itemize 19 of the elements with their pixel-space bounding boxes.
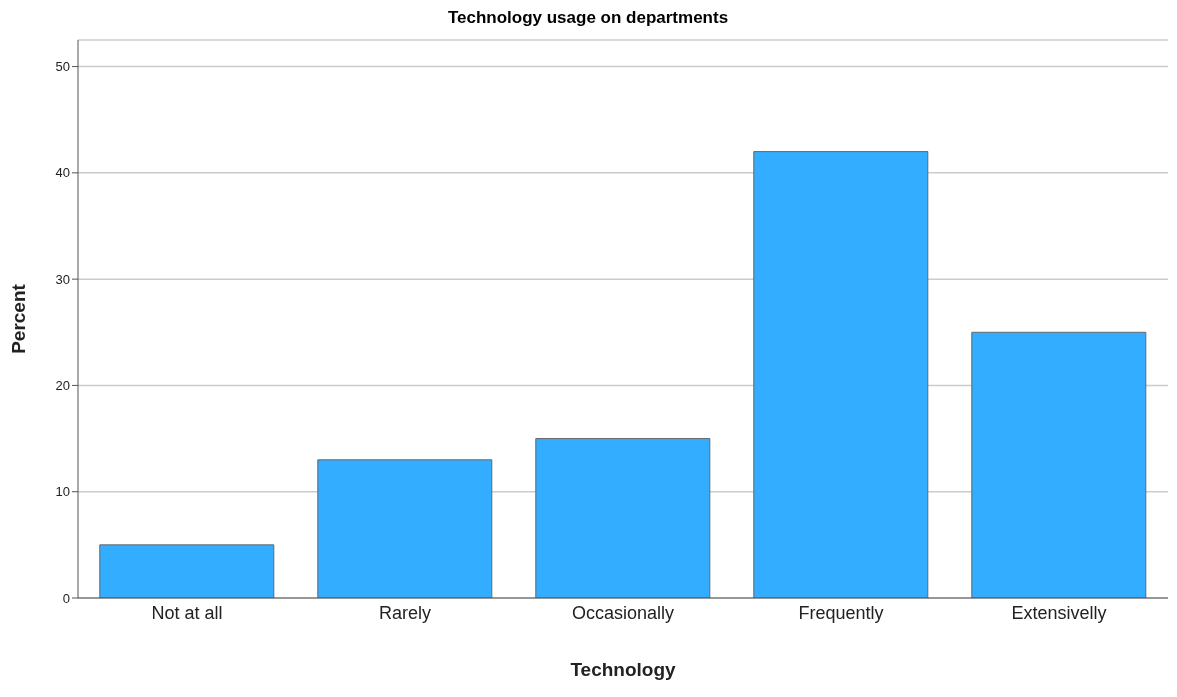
- bar: [535, 438, 711, 598]
- y-tick-label: 40: [55, 165, 70, 181]
- x-tick-label: Extensivelly: [1011, 602, 1107, 623]
- x-tick-label: Rarely: [378, 602, 432, 623]
- x-axis-title: Technology: [570, 659, 677, 680]
- chart-title: Technology usage on departments: [446, 8, 730, 29]
- bar: [317, 459, 493, 598]
- x-tick-label: Occasionally: [571, 602, 675, 623]
- y-tick-label: 20: [55, 378, 70, 394]
- y-axis-title: Percent: [7, 283, 29, 354]
- y-tick-label: 10: [55, 484, 70, 500]
- x-tick-label: Not at all: [151, 602, 223, 623]
- bar: [99, 544, 275, 598]
- bar: [971, 331, 1147, 598]
- y-tick-label: 50: [55, 59, 70, 75]
- y-tick-label: 30: [55, 271, 70, 287]
- y-tick-label: 0: [62, 590, 70, 606]
- x-tick-label: Frequently: [798, 602, 884, 623]
- bar: [753, 151, 929, 598]
